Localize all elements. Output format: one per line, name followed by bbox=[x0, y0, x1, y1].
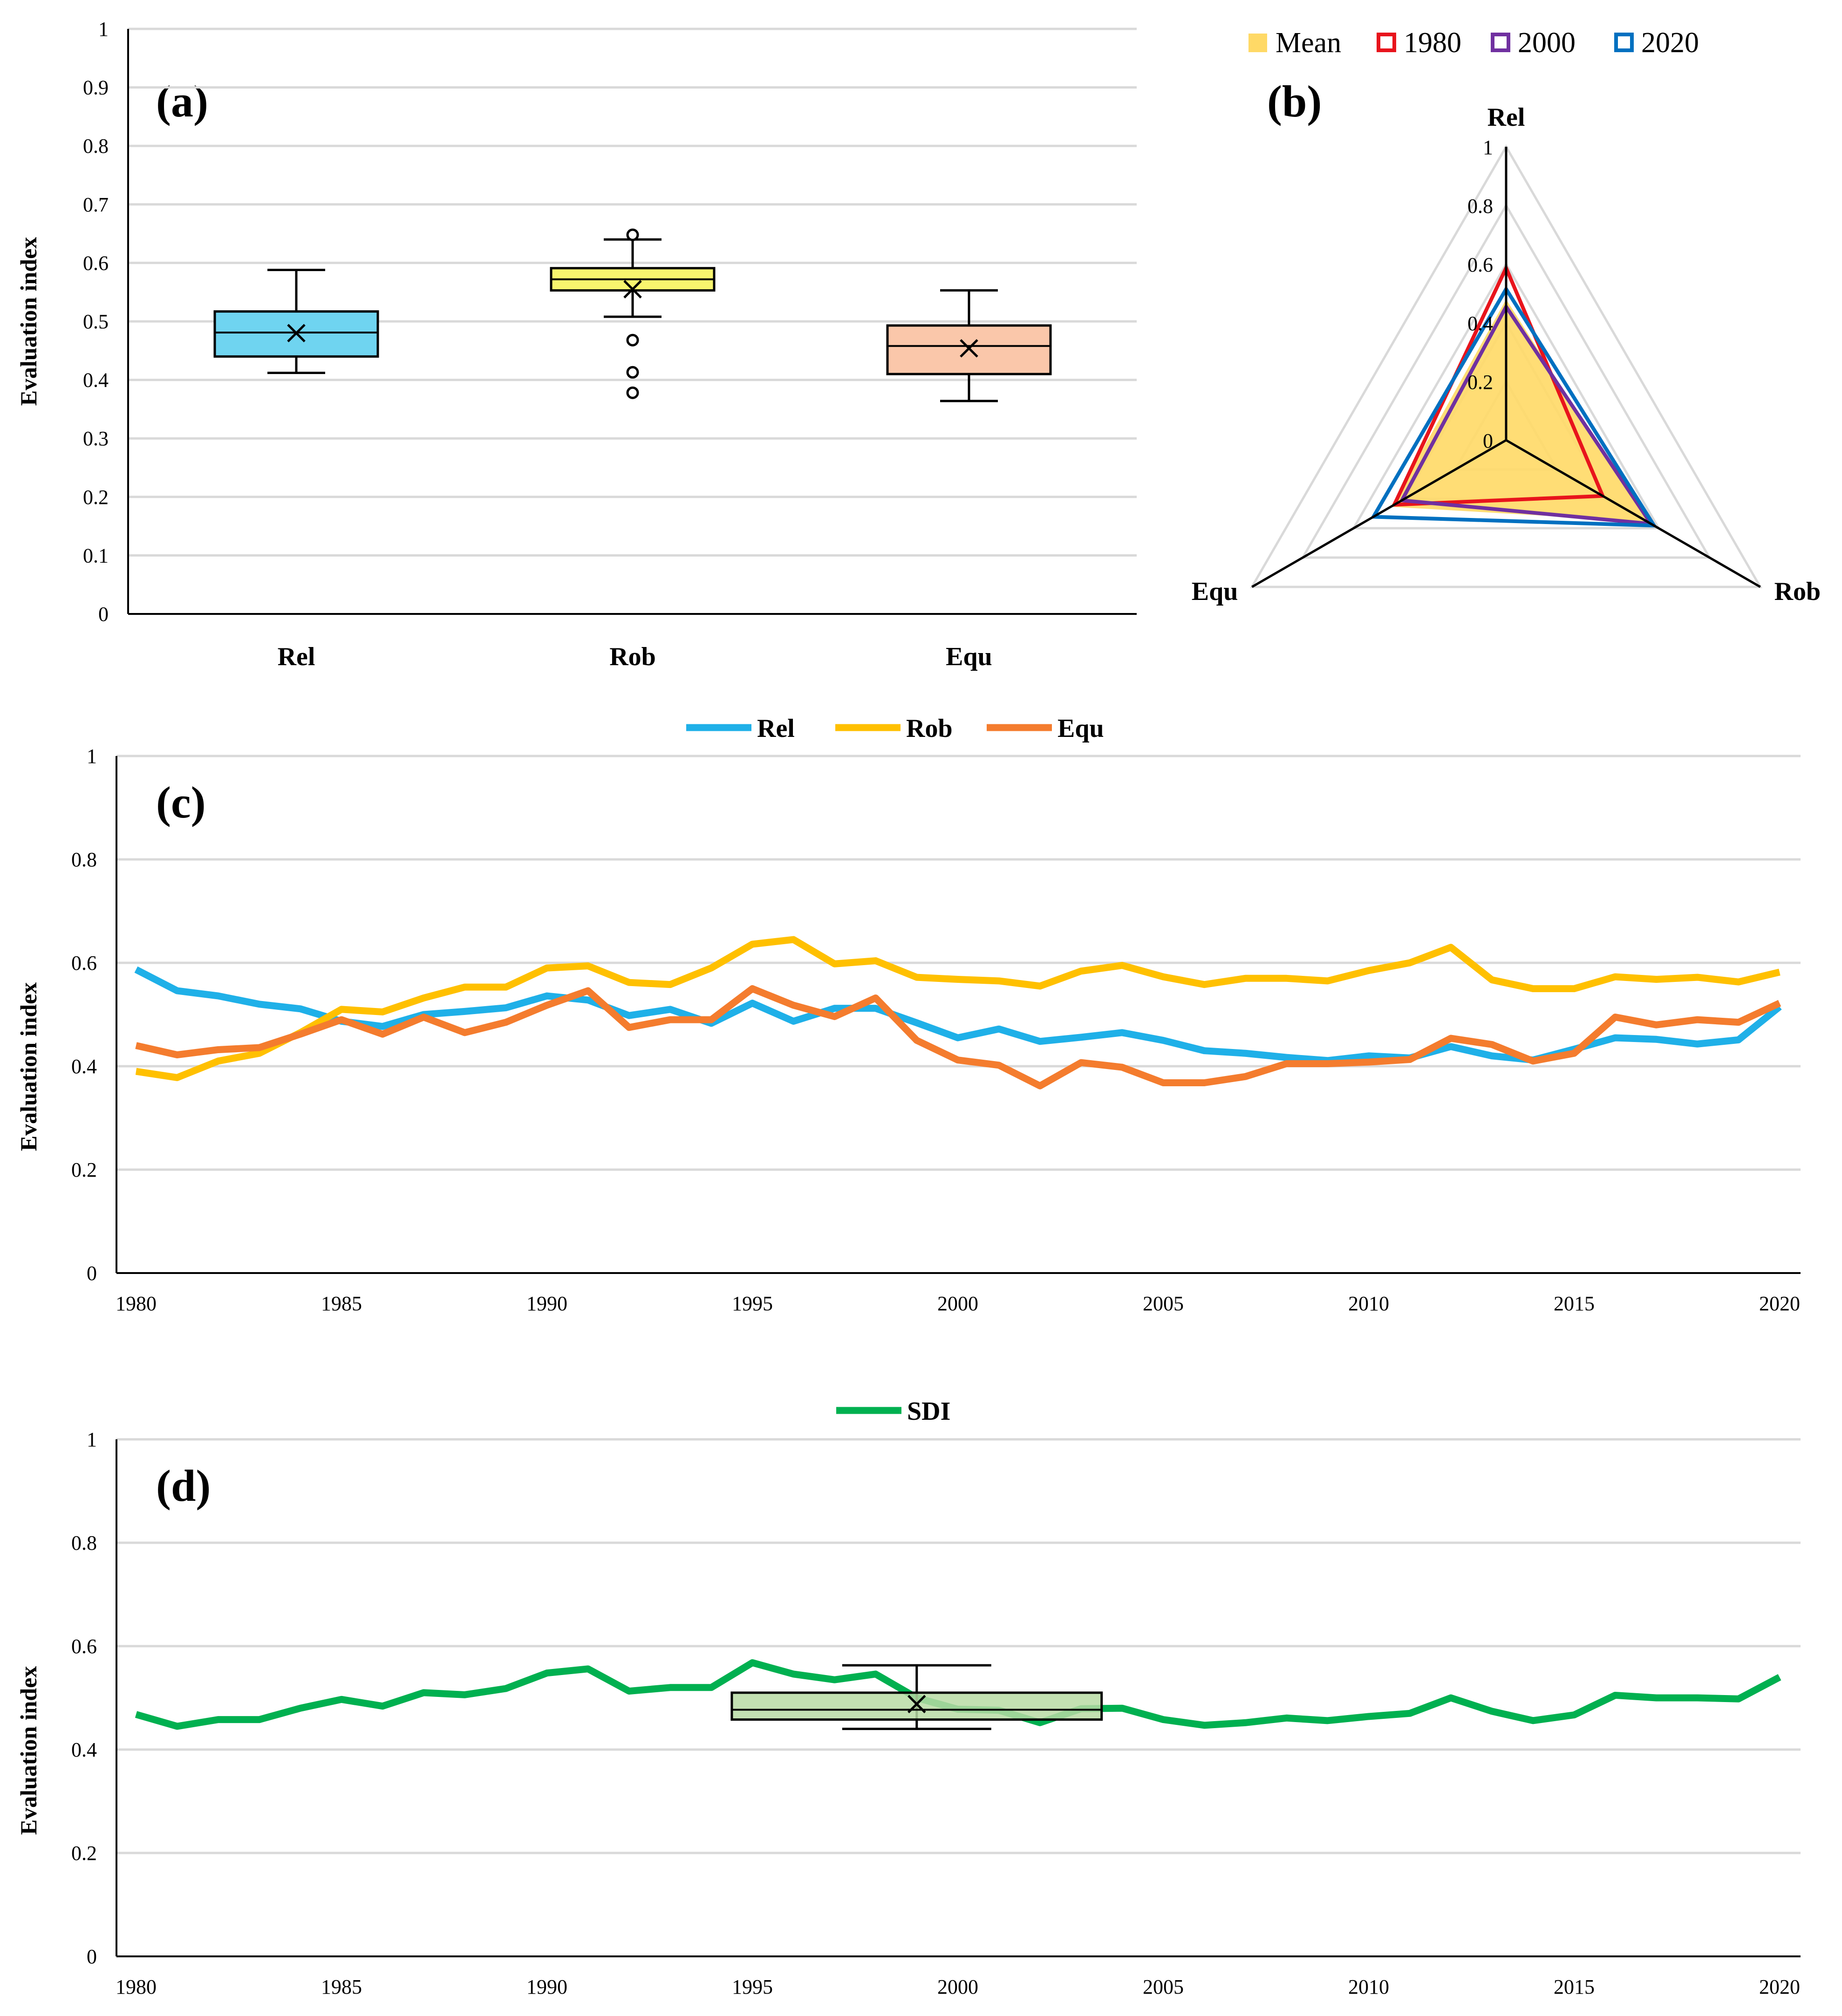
panel-c-y-tick-label: 0.6 bbox=[71, 952, 97, 974]
panel-c-x-tick-label: 1980 bbox=[116, 1292, 157, 1315]
panel-c-line-chart: (c) Evaluation index 0 0.2 0.4 0.6 0.8 1 1980 1… bbox=[15, 714, 1801, 1315]
panel-a-y-tick-label: 0.5 bbox=[83, 310, 109, 333]
panel-d-y-tick-label: 1 bbox=[87, 1428, 97, 1451]
panel-a-outlier-point bbox=[626, 386, 639, 399]
panel-c-y-tick-label: 0.4 bbox=[71, 1055, 97, 1078]
panel-b-r-tick-label: 1 bbox=[1483, 136, 1493, 159]
panel-c-series-line-equ bbox=[135, 985, 1781, 1090]
panel-d-x-tick-label: 2020 bbox=[1759, 1975, 1800, 1998]
panel-a-category-label: Equ bbox=[946, 642, 992, 671]
panel-d-x-tick-label: 1990 bbox=[526, 1975, 567, 1998]
panel-d-x-tick-label: 2015 bbox=[1554, 1975, 1595, 1998]
panel-c-legend-label: Rob bbox=[906, 714, 953, 743]
panel-a-mean-marker bbox=[287, 324, 306, 342]
panel-a-y-tick-label: 0.2 bbox=[83, 486, 109, 509]
panel-d-x-tick-label: 2010 bbox=[1348, 1975, 1389, 1998]
panel-a-y-tick-label: 0.8 bbox=[83, 135, 109, 157]
panel-a-outlier-point bbox=[626, 366, 639, 379]
panel-a-boxplot: (a) Evaluation index 0 0.1 0.2 0.3 0.4 0.5 0.6… bbox=[15, 18, 1137, 671]
panel-b-spoke-axis bbox=[1505, 439, 1761, 588]
panel-d-label: (d) bbox=[156, 1461, 211, 1511]
panel-a-y-tick-label: 1 bbox=[98, 18, 109, 41]
panel-a-label: (a) bbox=[156, 76, 208, 126]
panel-a-category-label: Rob bbox=[609, 642, 656, 671]
panel-b-legend-label: 2000 bbox=[1518, 27, 1576, 59]
panel-d-x-tick-label: 1985 bbox=[321, 1975, 362, 1998]
panel-a-outlier-point bbox=[626, 334, 639, 347]
panel-d-box-mean-marker bbox=[907, 1695, 926, 1714]
panel-d-box bbox=[730, 1691, 1103, 1721]
panel-d-x-tick-label: 2005 bbox=[1143, 1975, 1184, 1998]
panel-b-grid-ring bbox=[1250, 144, 1762, 588]
panel-a-y-tick-label: 0.3 bbox=[83, 427, 109, 450]
panel-b-axis-label-equ: Equ bbox=[1192, 577, 1238, 606]
panel-a-y-tick-label: 0 bbox=[98, 603, 109, 626]
panel-b-grid-ring bbox=[1351, 262, 1661, 530]
panel-c-x-tick-label: 2000 bbox=[937, 1292, 978, 1315]
panel-c-x-tick-label: 1990 bbox=[526, 1292, 567, 1315]
panel-d-x-tick-label: 1995 bbox=[732, 1975, 773, 1998]
panel-c-series-line-rob bbox=[135, 936, 1781, 1081]
panel-c-legend-label: Equ bbox=[1057, 714, 1104, 743]
panel-c-x-tick-label: 2015 bbox=[1554, 1292, 1595, 1315]
panel-b-label: (b) bbox=[1267, 76, 1322, 126]
panel-a-mean-marker bbox=[623, 280, 642, 299]
panel-c-y-tick-label: 0.2 bbox=[71, 1158, 97, 1181]
panel-c-label: (c) bbox=[156, 777, 206, 827]
panel-a-category-label: Rel bbox=[278, 642, 315, 671]
panel-c-x-tick-label: 2020 bbox=[1759, 1292, 1800, 1315]
panel-d-y-tick-label: 0.6 bbox=[71, 1635, 97, 1658]
panel-a-y-tick-label: 0.1 bbox=[83, 544, 109, 567]
panel-b-legend-swatch bbox=[1614, 33, 1634, 52]
panel-b-legend-swatch bbox=[1377, 33, 1396, 52]
panel-d-y-tick-label: 0.2 bbox=[71, 1842, 97, 1865]
panel-b-legend-label: Mean bbox=[1276, 27, 1341, 59]
panel-d-line-chart: (d) Evaluation index 0 0.2 0.4 0.6 0.8 1 1980 1… bbox=[15, 1397, 1801, 1998]
panel-b-r-tick-label: 0.4 bbox=[1467, 312, 1493, 335]
panel-c-y-axis-label: Evaluation index bbox=[15, 982, 41, 1151]
panel-a-y-tick-label: 0.7 bbox=[83, 193, 109, 216]
panel-d-y-tick-label: 0 bbox=[87, 1945, 97, 1968]
panel-a-y-tick-label: 0.6 bbox=[83, 252, 109, 274]
panel-a-outlier-point bbox=[626, 228, 639, 241]
panel-c-x-tick-label: 1995 bbox=[732, 1292, 773, 1315]
panel-c-legend-label: Rel bbox=[757, 714, 795, 743]
panel-b-legend-label: 1980 bbox=[1404, 27, 1461, 59]
panel-a-mean-marker bbox=[960, 339, 978, 358]
panel-d-x-tick-label: 1980 bbox=[116, 1975, 157, 1998]
panel-c-y-tick-label: 0 bbox=[87, 1262, 97, 1285]
panel-c-y-tick-label: 1 bbox=[87, 745, 97, 768]
panel-c-x-tick-label: 1985 bbox=[321, 1292, 362, 1315]
panel-b-series-2020 bbox=[1370, 285, 1658, 528]
panel-b-grid-ring bbox=[1301, 203, 1712, 559]
panel-d-y-tick-label: 0.8 bbox=[71, 1532, 97, 1554]
panel-d-y-axis-label: Evaluation index bbox=[15, 1666, 41, 1835]
panel-c-series-line-rel bbox=[134, 966, 1782, 1064]
panel-b-legend-label: 2020 bbox=[1641, 27, 1699, 59]
panel-b-axis-label-rel: Rel bbox=[1487, 103, 1525, 132]
panel-b-r-tick-label: 0.2 bbox=[1467, 371, 1493, 394]
panel-a-y-axis-label: Evaluation index bbox=[15, 237, 41, 406]
panel-b-r-tick-label: 0 bbox=[1483, 429, 1493, 452]
panel-c-x-tick-label: 2010 bbox=[1348, 1292, 1389, 1315]
panel-b-r-tick-label: 0.8 bbox=[1467, 195, 1493, 218]
panel-b-legend-swatch bbox=[1248, 34, 1267, 52]
panel-d-legend-label: SDI bbox=[907, 1397, 950, 1426]
panel-b-r-tick-label: 0.6 bbox=[1467, 253, 1493, 276]
panel-b-radar: (b) 0 0.2 0.4 0.6 0.8 1 Rel Rob Equ Mean 1980 2000 2… bbox=[1192, 27, 1821, 606]
panel-b-legend-swatch bbox=[1491, 33, 1510, 52]
panel-b-series-mean bbox=[1391, 299, 1647, 522]
panel-b-series-2000 bbox=[1399, 303, 1655, 526]
panel-a-y-tick-label: 0.9 bbox=[83, 76, 109, 99]
panel-a-y-tick-label: 0.4 bbox=[83, 369, 109, 392]
panel-c-x-tick-label: 2005 bbox=[1143, 1292, 1184, 1315]
panel-c-y-tick-label: 0.8 bbox=[71, 848, 97, 871]
panel-b-axis-label-rob: Rob bbox=[1774, 577, 1821, 606]
panel-d-y-tick-label: 0.4 bbox=[71, 1738, 97, 1761]
panel-d-x-tick-label: 2000 bbox=[937, 1975, 978, 1998]
panel-b-spoke-axis bbox=[1251, 439, 1507, 588]
